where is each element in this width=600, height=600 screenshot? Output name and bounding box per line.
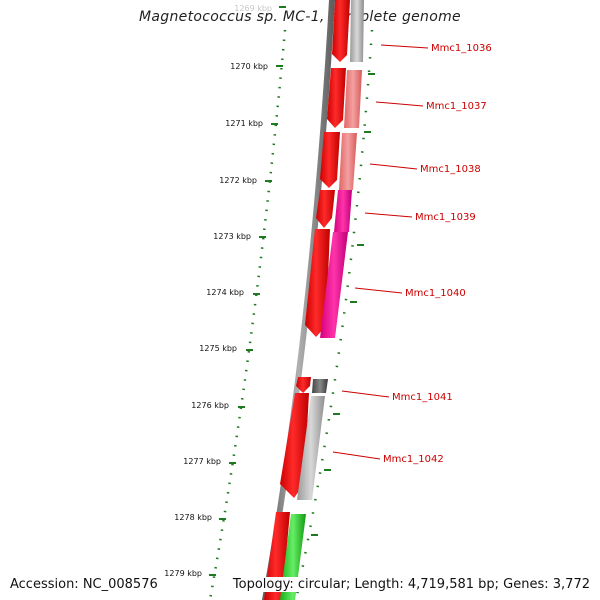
- scale-label: 1278 kbp: [174, 513, 212, 522]
- scale-label: 1279 kbp: [164, 569, 202, 578]
- map-title: Magnetococcus sp. MC-1, complete genome: [139, 9, 461, 25]
- genome-backbone: [262, 0, 335, 600]
- cds-block: [334, 190, 352, 232]
- cds-arrow: [332, 0, 350, 62]
- scale-label: 1270 kbp: [230, 62, 268, 71]
- gene-labels: Mmc1_1036 Mmc1_1037 Mmc1_1038 Mmc1_1039 …: [332, 43, 492, 465]
- scale-label: 1276 kbp: [191, 401, 229, 410]
- scale-label: 1269 kbp: [234, 4, 272, 13]
- gene-label: Mmc1_1040: [405, 288, 466, 299]
- scale-label: 1277 kbp: [183, 457, 221, 466]
- accession-text: Accession: NC_008576: [6, 577, 162, 592]
- scale-label: 1274 kbp: [206, 288, 244, 297]
- gene-label: Mmc1_1036: [431, 43, 492, 54]
- cds-block: [297, 396, 325, 500]
- scale-label: 1273 kbp: [213, 232, 251, 241]
- scale-ring: [208, 29, 287, 600]
- cds-block: [344, 70, 362, 128]
- scale-label: 1272 kbp: [219, 176, 257, 185]
- cds-arrow: [296, 377, 311, 393]
- cds-block: [339, 133, 357, 190]
- cds-block: [312, 379, 328, 393]
- cds-block: [320, 232, 348, 338]
- cds-arrow: [320, 132, 340, 188]
- gene-label: Mmc1_1042: [383, 454, 444, 465]
- cds-block: [350, 0, 364, 62]
- scale-ticks: 1269 kbp 1270 kbp 1271 kbp 1272 kbp 1273…: [164, 4, 286, 578]
- genome-summary-text: Topology: circular; Length: 4,719,581 bp…: [228, 577, 594, 592]
- scale-label: 1275 kbp: [199, 344, 237, 353]
- gene-label: Mmc1_1039: [415, 212, 476, 223]
- second-cds-track: [280, 0, 364, 600]
- gene-label: Mmc1_1038: [420, 164, 481, 175]
- cds-arrow: [327, 68, 346, 128]
- gene-label: Mmc1_1037: [426, 101, 487, 112]
- scale-label: 1271 kbp: [225, 119, 263, 128]
- cds-arrow: [316, 190, 335, 228]
- gene-label: Mmc1_1041: [392, 392, 453, 403]
